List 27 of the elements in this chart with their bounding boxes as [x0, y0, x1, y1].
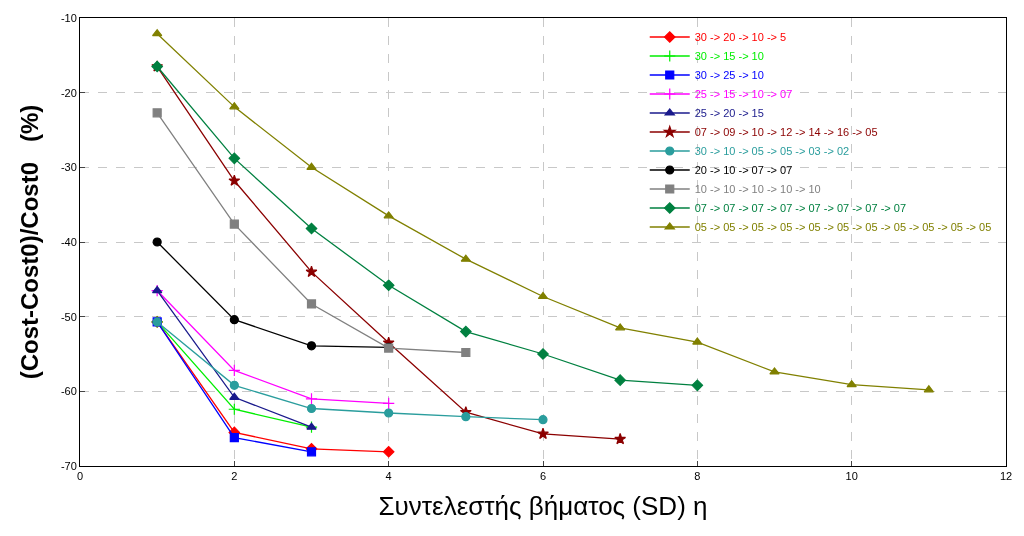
- x-tick-label: 8: [694, 470, 701, 483]
- legend-label: 10 -> 10 -> 10 -> 10 -> 10: [694, 183, 821, 196]
- x-tick-label: 10: [845, 470, 858, 483]
- legend-label: 30 -> 25 -> 10: [694, 69, 764, 82]
- legend-label: 20 -> 10 -> 07 -> 07: [694, 164, 793, 177]
- y-tick-label: -20: [60, 86, 77, 99]
- legend-label: 05 -> 05 -> 05 -> 05 -> 05 -> 05 -> 05 -> 05 -> 05 -> 05 -> 05: [694, 221, 992, 234]
- y-tick-label: -70: [60, 459, 77, 472]
- y-tick-label: -50: [60, 310, 77, 323]
- x-tick-label: 6: [539, 470, 547, 483]
- legend-label: 30 -> 15 -> 10: [694, 50, 764, 63]
- y-tick-label: -60: [60, 385, 77, 398]
- x-axis-title: Συντελεστής βήματος (SD) η: [378, 490, 708, 521]
- x-tick-label: 12: [999, 470, 1013, 483]
- legend-label: 25 -> 15 -> 10 -> 07: [694, 88, 793, 101]
- y-tick-label: -40: [60, 235, 77, 248]
- legend-label: 25 -> 20 -> 15: [694, 107, 764, 120]
- x-tick-label: 2: [231, 470, 238, 483]
- x-tick-label: 0: [76, 470, 84, 483]
- legend-label: 07 -> 09 -> 10 -> 12 -> 14 -> 16 -> 05: [694, 126, 878, 139]
- legend-label: 30 -> 20 -> 10 -> 5: [694, 31, 787, 44]
- x-tick-label: 4: [385, 470, 392, 483]
- y-tick-label: -10: [60, 11, 77, 24]
- legend-label: 07 -> 07 -> 07 -> 07 -> 07 -> 07 -> 07 -> 07: [694, 202, 907, 215]
- y-axis-title: (Cost-Cost0)/Cost0 (%): [15, 104, 43, 380]
- legend-label: 30 -> 10 -> 05 -> 05 -> 03 -> 02: [694, 145, 850, 158]
- y-tick-label: -30: [60, 161, 77, 174]
